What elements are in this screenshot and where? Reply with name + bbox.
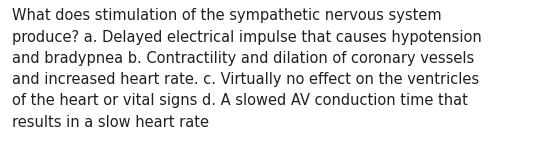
Text: What does stimulation of the sympathetic nervous system
produce? a. Delayed elec: What does stimulation of the sympathetic… bbox=[12, 8, 482, 130]
